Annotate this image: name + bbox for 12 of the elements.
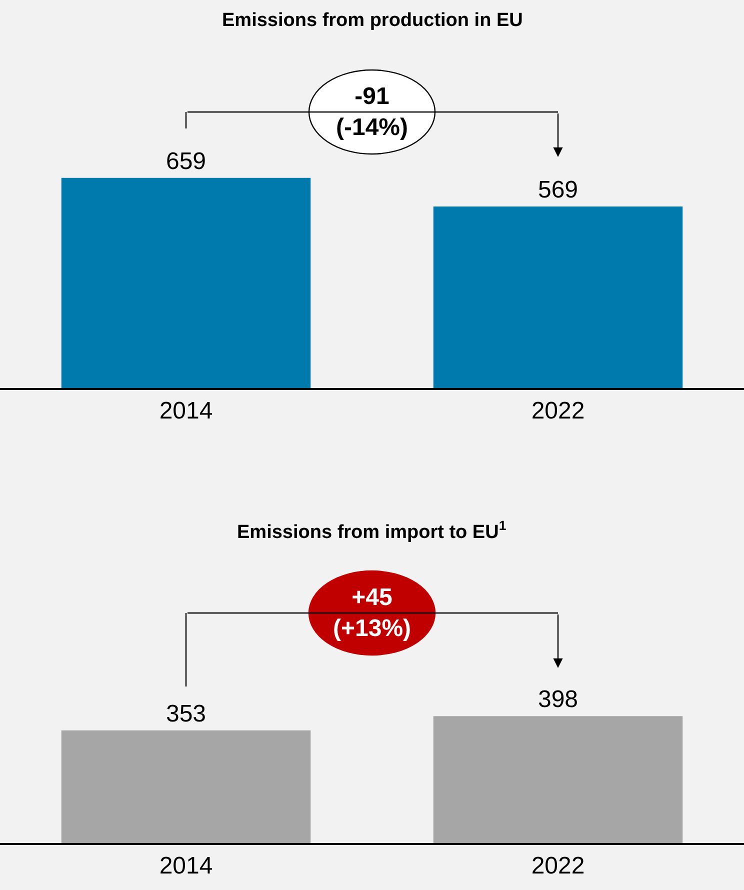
chart-title: Emissions from production in EU — [222, 10, 523, 31]
data-label: 353 — [166, 700, 206, 728]
data-label: 659 — [166, 148, 206, 175]
x-tick-label: 2014 — [159, 852, 213, 880]
x-tick-label: 2014 — [159, 398, 213, 425]
chart-title: Emissions from import to EU$^{1}$ — [237, 518, 507, 543]
data-label: 398 — [538, 686, 578, 714]
x-tick-label: 2022 — [531, 852, 585, 880]
data-label: 569 — [538, 176, 578, 204]
x-tick-label: 2022 — [531, 398, 585, 425]
text: -91 (-14%) — [336, 83, 408, 142]
text: +45 (+13%) — [333, 584, 412, 642]
